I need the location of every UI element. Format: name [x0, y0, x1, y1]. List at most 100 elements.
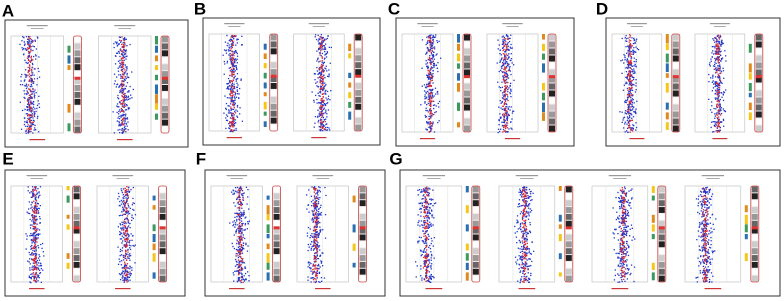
probe-dot — [123, 231, 125, 234]
probe-dot — [503, 42, 505, 44]
probe-dot — [428, 265, 430, 267]
probe-dot — [433, 62, 435, 65]
probe-dot — [24, 93, 26, 95]
probe-dot — [129, 279, 131, 281]
probe-dot — [324, 214, 327, 216]
probe-dot — [314, 253, 316, 255]
probe-dot — [425, 246, 427, 249]
probe-dot — [242, 234, 244, 236]
probe-dot — [322, 120, 324, 123]
probe-dot — [630, 84, 632, 86]
probe-dot — [31, 196, 33, 198]
probe-dot — [119, 125, 121, 127]
annotation-strip — [352, 243, 356, 251]
probe-dot — [125, 201, 127, 203]
probe-dot — [234, 102, 236, 104]
probe-dot — [123, 197, 125, 199]
probe-dot — [228, 67, 230, 69]
probe-dot — [130, 255, 132, 257]
probe-dot — [28, 64, 31, 66]
probe-dot — [120, 232, 123, 235]
probe-dot — [712, 131, 714, 133]
probe-dot — [32, 63, 34, 66]
probe-dot — [27, 118, 30, 120]
probe-dot — [720, 50, 722, 52]
probe-dot — [504, 82, 507, 84]
probe-dot — [317, 233, 319, 235]
probe-dot — [125, 58, 127, 60]
probe-dot — [313, 207, 316, 209]
probe-dot — [131, 216, 133, 218]
probe-dot — [430, 110, 432, 112]
annotation-strip — [66, 195, 70, 203]
probe-dot — [121, 76, 123, 78]
probe-dot — [720, 43, 723, 46]
probe-dot — [327, 109, 330, 111]
probe-dot — [31, 209, 34, 211]
probe-dot — [31, 268, 33, 271]
probe-dot — [324, 104, 327, 107]
axis-caption — [115, 288, 131, 290]
probe-dot — [241, 203, 243, 205]
probe-dot — [428, 280, 431, 283]
probe-dot — [231, 60, 233, 63]
probe-dot — [36, 117, 39, 119]
probe-dot — [242, 196, 244, 198]
probe-dot — [432, 41, 435, 43]
probe-dot — [427, 263, 429, 265]
probe-dot — [428, 89, 430, 91]
probe-dot — [38, 274, 40, 277]
probe-dot — [325, 68, 327, 70]
probe-dot — [507, 69, 509, 72]
probe-dot — [628, 101, 631, 103]
probe-dot — [314, 230, 316, 232]
probe-dot — [432, 73, 434, 75]
probe-dot — [34, 218, 36, 220]
probe-dot — [229, 93, 231, 95]
probe-dot — [31, 206, 33, 208]
probe-dot — [633, 50, 635, 53]
probe-dot — [23, 123, 26, 126]
probe-dot — [324, 54, 326, 56]
probe-dot — [123, 42, 125, 44]
probe-dot — [118, 74, 120, 76]
probe-dot — [436, 41, 439, 44]
annotation-strip — [542, 53, 545, 60]
probe-dot — [31, 252, 33, 254]
probe-dot — [500, 69, 502, 71]
probe-dot — [717, 99, 719, 101]
probe-dot — [126, 273, 128, 275]
probe-dot — [32, 228, 34, 230]
probe-dot — [717, 67, 719, 69]
probe-dot — [427, 210, 429, 212]
probe-dot — [425, 236, 427, 238]
probe-dot — [623, 54, 625, 56]
probe-dot — [27, 59, 30, 62]
probe-dot — [33, 257, 35, 260]
probe-dot — [28, 208, 30, 210]
probe-dot — [427, 211, 429, 213]
probe-dot — [240, 272, 242, 274]
probe-dot — [30, 204, 32, 206]
probe-dot — [316, 81, 318, 83]
probe-dot — [123, 74, 125, 76]
probe-dot — [120, 227, 122, 229]
probe-dot — [328, 46, 330, 48]
probe-dot — [120, 254, 123, 256]
probe-dot — [231, 120, 234, 123]
probe-dot — [312, 271, 315, 273]
probe-dot — [33, 195, 35, 198]
probe-dot — [319, 222, 321, 224]
probe-dot — [223, 73, 225, 75]
annotation-strip — [263, 101, 267, 110]
probe-dot — [628, 74, 630, 76]
annotation-strip — [665, 63, 669, 73]
probe-dot — [125, 109, 128, 111]
probe-dot — [119, 36, 121, 38]
probe-dot — [631, 102, 633, 104]
probe-dot — [322, 40, 324, 42]
probe-dot — [123, 244, 125, 246]
probe-dot — [240, 268, 243, 270]
probe-dot — [231, 46, 233, 48]
probe-dot — [238, 250, 240, 252]
